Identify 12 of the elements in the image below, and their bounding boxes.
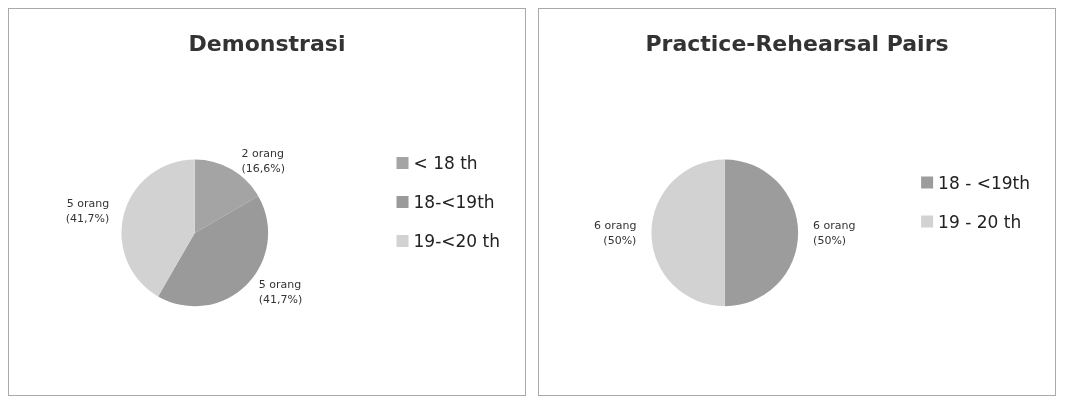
data-label: 6 orang (50%) bbox=[593, 218, 637, 247]
data-label: 2 orang (16,6%) bbox=[241, 146, 285, 175]
legend-label: < 18 th bbox=[413, 153, 478, 173]
data-label: 5 orang (41,7%) bbox=[65, 197, 110, 226]
legend-label: 19-<20 th bbox=[413, 231, 501, 251]
legend-label: 19 - 20 th bbox=[938, 211, 1022, 232]
legend-label: 18-<19th bbox=[413, 192, 495, 212]
chart-title: Practice-Rehearsal Pairs bbox=[645, 30, 949, 56]
data-label: 6 orang (50%) bbox=[813, 218, 856, 247]
legend-label: 18 - <19th bbox=[938, 172, 1030, 193]
data-label: 5 orang (41,7%) bbox=[258, 277, 303, 306]
chart-title: Demonstrasi bbox=[188, 30, 346, 56]
